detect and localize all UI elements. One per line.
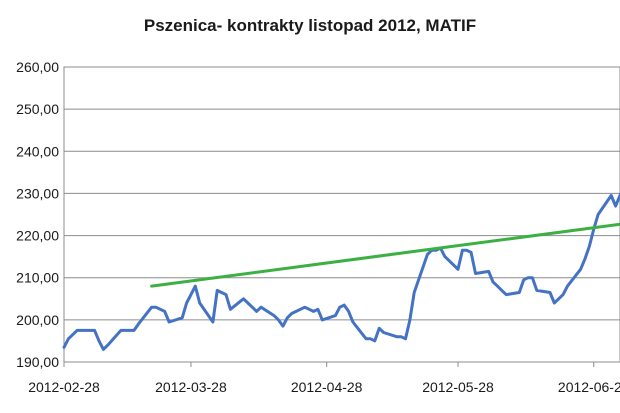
x-tick-label: 2012-04-28: [291, 379, 363, 395]
x-tick-label: 2012-02-28: [28, 379, 100, 395]
y-tick-label: 210,00: [16, 270, 59, 286]
x-tick-label: 2012-05-28: [422, 379, 494, 395]
y-tick-label: 250,00: [16, 101, 59, 117]
y-tick-label: 190,00: [16, 354, 59, 370]
x-axis: 2012-02-28 2012-03-28 2012-04-28 2012-05-28…: [28, 362, 620, 395]
y-tick-label: 220,00: [16, 228, 59, 244]
y-tick-label: 200,00: [16, 312, 59, 328]
x-tick-label: 2012-03-28: [155, 379, 227, 395]
plot-area: [63, 66, 620, 363]
x-tick-label: 2012-06-28: [558, 379, 620, 395]
y-tick-label: 240,00: [16, 143, 59, 159]
y-tick-label: 230,00: [16, 185, 59, 201]
y-axis: 190,00 200,00 210,00 220,00 230,00 240,00 250,…: [16, 59, 59, 370]
y-tick-label: 260,00: [16, 59, 59, 75]
chart-title: Pszenica- kontrakty listopad 2012, MATIF: [143, 16, 477, 35]
price-series-line: [62, 191, 620, 351]
trend-line: [150, 222, 620, 288]
series-group: [62, 191, 620, 351]
